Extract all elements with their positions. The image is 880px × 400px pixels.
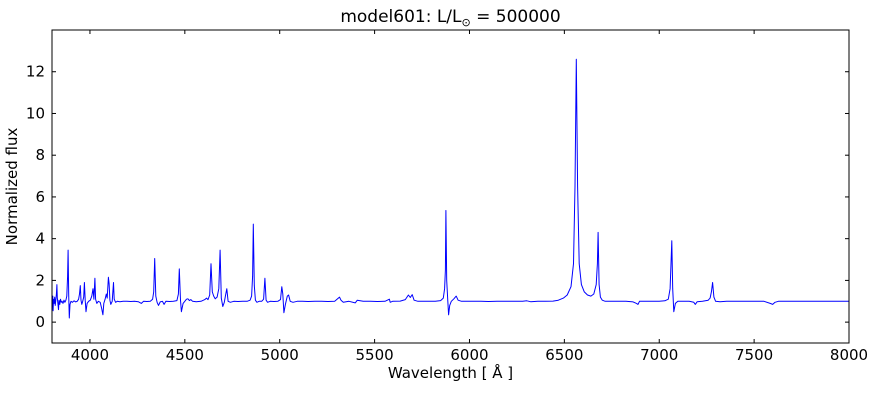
x-tick-label: 7000: [640, 346, 678, 364]
x-tick-label: 5500: [356, 346, 394, 364]
x-tick-label: 4500: [166, 346, 204, 364]
sun-symbol: ⊙: [461, 16, 471, 29]
plot-title: model601: L/L⊙ = 500000: [52, 7, 849, 29]
y-tick-label: 6: [35, 188, 45, 206]
plot-area-border: [51, 29, 850, 344]
ticks-layer: 4000 4500 5000 5500 6000 6500 7000 7500 8000 0 2 4 6…: [26, 30, 868, 364]
x-tick-label: 6500: [545, 346, 583, 364]
x-tick-label: 5000: [261, 346, 299, 364]
y-tick-label: 4: [35, 230, 45, 248]
plot-title-suffix: = 500000: [470, 7, 561, 27]
x-tick-label: 4000: [71, 346, 109, 364]
x-axis-label: Wavelength [ Å ]: [388, 363, 513, 382]
y-tick-label: 12: [26, 63, 45, 81]
spectrum-line: [51, 58, 849, 319]
y-tick-label: 10: [26, 104, 45, 122]
y-tick-label: 8: [35, 146, 45, 164]
x-tick-label: 8000: [830, 346, 868, 364]
x-tick-label: 6000: [450, 346, 488, 364]
plot-title-prefix: model601: L/L: [340, 7, 462, 27]
y-tick-label: 0: [35, 313, 45, 331]
y-tick-label: 2: [35, 271, 45, 289]
y-axis-label: Normalized flux: [3, 128, 21, 246]
x-tick-label: 7500: [735, 346, 773, 364]
